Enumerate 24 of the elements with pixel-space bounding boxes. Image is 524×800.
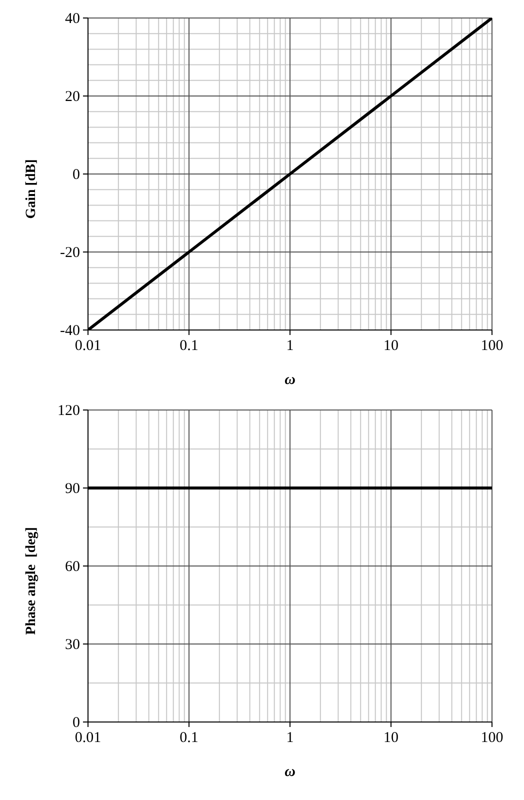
x-tick-label: 0.1 xyxy=(180,338,198,354)
y-tick-label: -20 xyxy=(60,245,80,261)
y-tick-label: 120 xyxy=(58,403,80,419)
y-tick-label: 30 xyxy=(65,637,80,653)
x-tick-label: 1 xyxy=(286,338,294,354)
y-axis-title: Phase angle [deg] xyxy=(24,527,40,635)
y-tick-label: 40 xyxy=(65,11,80,27)
x-axis-title: ω xyxy=(284,764,296,781)
x-axis-title: ω xyxy=(284,372,296,389)
y-tick-label: -40 xyxy=(60,323,80,339)
y-tick-label: 20 xyxy=(65,89,80,105)
y-tick-label: 60 xyxy=(65,559,80,575)
y-axis-title: Gain [dB] xyxy=(24,159,40,219)
x-tick-label: 100 xyxy=(480,338,504,354)
x-tick-label: 100 xyxy=(480,730,504,746)
y-tick-label: 0 xyxy=(72,167,80,183)
x-tick-label: 1 xyxy=(286,730,294,746)
x-tick-label: 0.01 xyxy=(74,730,102,746)
y-tick-label: 0 xyxy=(72,715,80,731)
y-tick-label: 90 xyxy=(65,481,80,497)
x-tick-label: 10 xyxy=(384,730,398,746)
x-tick-label: 0.01 xyxy=(74,338,102,354)
x-tick-label: 0.1 xyxy=(180,730,198,746)
x-tick-label: 10 xyxy=(384,338,398,354)
